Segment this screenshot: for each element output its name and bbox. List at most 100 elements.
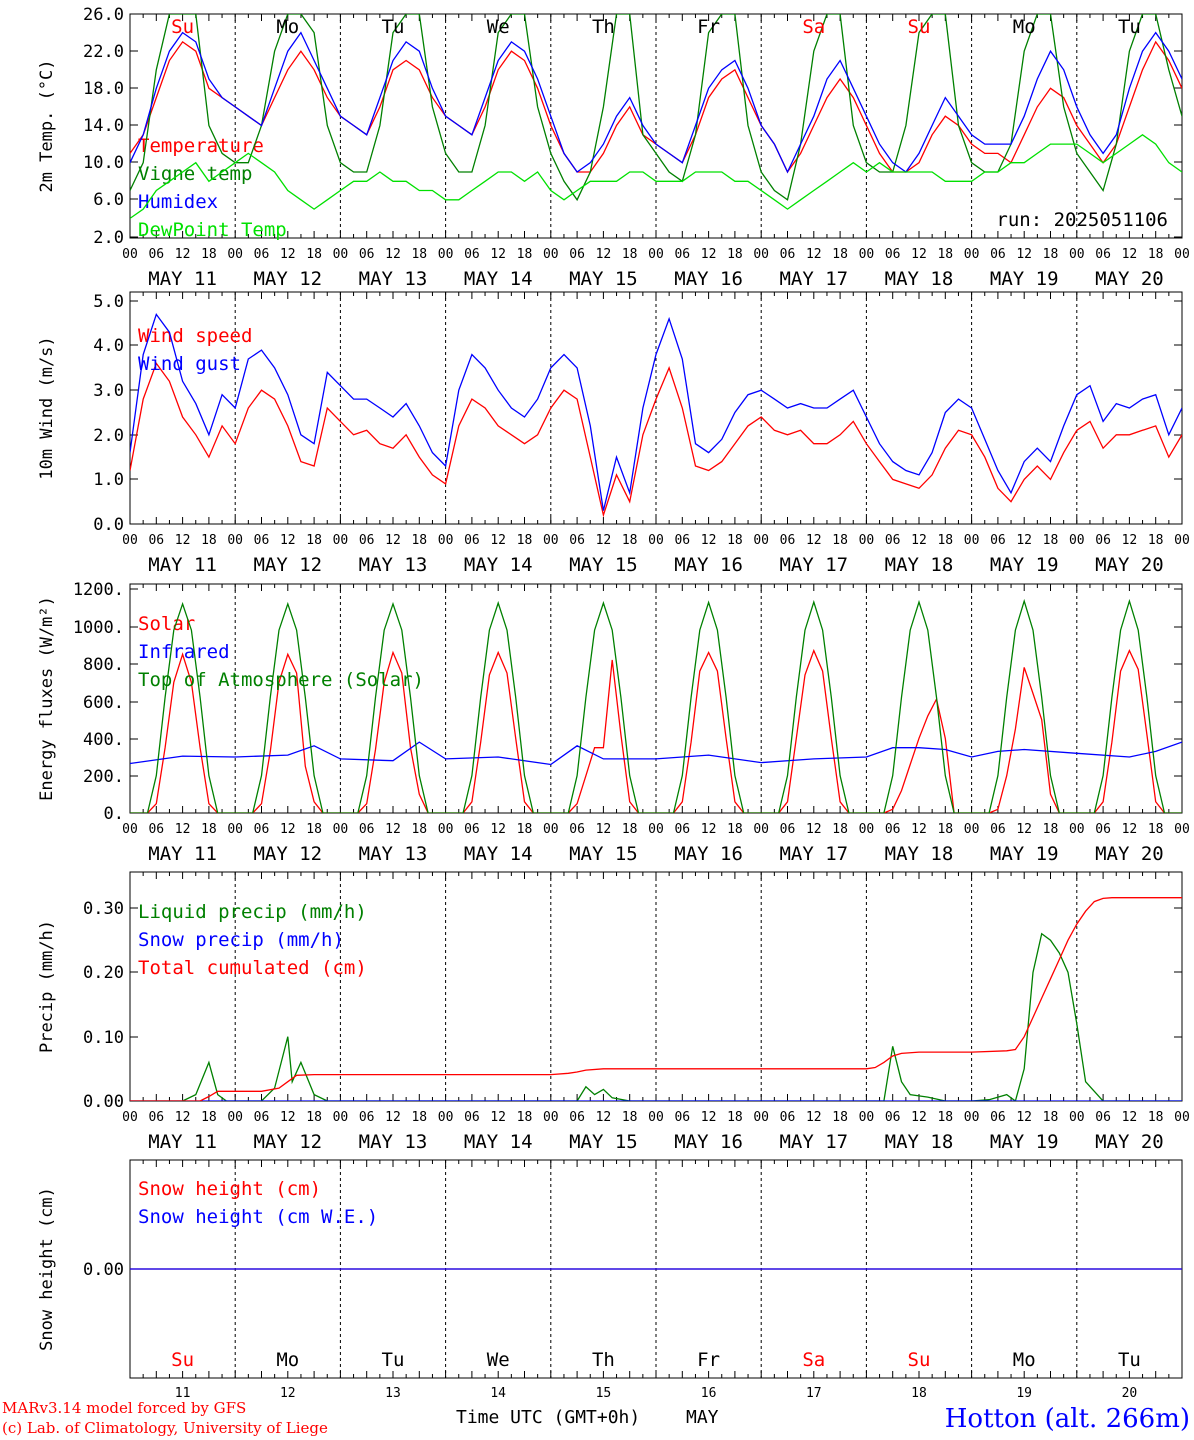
y-tick-label: 10.0 bbox=[83, 153, 124, 173]
y-tick-label: 2.0 bbox=[93, 426, 124, 446]
x-hour-label: 00 bbox=[859, 822, 875, 837]
x-date-label: MAY 11 bbox=[148, 1131, 217, 1153]
x-hour-label: 00 bbox=[859, 1110, 875, 1125]
legend-entry: Snow precip (mm/h) bbox=[138, 929, 344, 951]
x-date-label: MAY 12 bbox=[253, 843, 322, 865]
x-hour-label: 12 bbox=[175, 533, 191, 548]
panel-2: 5.0 4.0 3.0 2.0 1.0 0.0 10m Wind (m/s) 00 06 12 18… bbox=[37, 291, 1190, 576]
x-hour-label: 06 bbox=[254, 247, 270, 262]
legend-entry: Top of Atmosphere (Solar) bbox=[138, 669, 424, 691]
x-date-label: MAY 15 bbox=[569, 268, 638, 290]
station-name: Hotton (alt. 266m) bbox=[945, 1404, 1190, 1434]
x-hour-label: 00 bbox=[438, 533, 454, 548]
y-axis-label: Precip (mm/h) bbox=[37, 920, 57, 1053]
x-date-label: MAY 19 bbox=[990, 843, 1059, 865]
weekday-label: Mo bbox=[276, 16, 299, 38]
x-hour-label: 00 bbox=[1174, 822, 1190, 837]
x-date-label: MAY 11 bbox=[148, 268, 217, 290]
x-hour-label: 06 bbox=[1095, 1110, 1111, 1125]
x-hour-label: 00 bbox=[1174, 247, 1190, 262]
weekday-label: Tu bbox=[1118, 16, 1141, 38]
x-hour-label: 18 bbox=[937, 822, 953, 837]
x-axis-label: Time UTC (GMT+0h) bbox=[456, 1407, 640, 1428]
legend-entry: Temperature bbox=[138, 135, 264, 157]
x-date-label: MAY 11 bbox=[148, 843, 217, 865]
day-number-label: 19 bbox=[1016, 1386, 1032, 1401]
y-tick-label: 400. bbox=[83, 730, 124, 750]
x-hour-label: 00 bbox=[753, 1110, 769, 1125]
x-hour-label: 18 bbox=[1043, 247, 1059, 262]
x-date-label: MAY 18 bbox=[885, 843, 954, 865]
x-hour-label: 00 bbox=[648, 247, 664, 262]
x-hour-label: 06 bbox=[359, 1110, 375, 1125]
x-hour-label: 06 bbox=[1095, 533, 1111, 548]
x-hour-label: 12 bbox=[1016, 1110, 1032, 1125]
x-hour-label: 18 bbox=[306, 247, 322, 262]
panel-5: 0.00 Snow height (cm) Snow height (cm) Snow… bbox=[37, 1159, 1183, 1401]
x-date-label: MAY 18 bbox=[885, 554, 954, 576]
legend-entry: Humidex bbox=[138, 191, 218, 213]
x-hour-label: 18 bbox=[411, 1110, 427, 1125]
x-hour-label: 12 bbox=[1122, 822, 1138, 837]
x-hour-label: 12 bbox=[1122, 533, 1138, 548]
run-label: run: 2025051106 bbox=[996, 209, 1168, 231]
x-hour-label: 18 bbox=[1148, 822, 1164, 837]
legend-entry: Snow height (cm W.E.) bbox=[138, 1206, 378, 1228]
x-hour-label: 18 bbox=[727, 533, 743, 548]
x-date-label: MAY 17 bbox=[779, 554, 848, 576]
legend-entry: Vigne temp bbox=[138, 163, 252, 185]
x-hour-label: 18 bbox=[937, 247, 953, 262]
legend-entry: Wind gust bbox=[138, 353, 241, 375]
x-hour-label: 06 bbox=[1095, 247, 1111, 262]
x-hour-label: 00 bbox=[438, 822, 454, 837]
meteogram-footer: MARv3.14 model forced by GFS (c) Lab. of… bbox=[2, 1399, 1190, 1437]
x-hour-label: 00 bbox=[227, 822, 243, 837]
day-number-label: 16 bbox=[701, 1386, 717, 1401]
x-hour-label: 18 bbox=[937, 533, 953, 548]
day-number-label: 17 bbox=[806, 1386, 822, 1401]
x-hour-label: 18 bbox=[727, 822, 743, 837]
x-hour-label: 06 bbox=[359, 822, 375, 837]
weekday-label: Mo bbox=[1013, 16, 1036, 38]
x-hour-label: 06 bbox=[885, 533, 901, 548]
weekday-label: Tu bbox=[1118, 1349, 1141, 1371]
legend-entry: Liquid precip (mm/h) bbox=[138, 901, 367, 923]
x-hour-label: 18 bbox=[517, 822, 533, 837]
x-hour-label: 18 bbox=[1043, 533, 1059, 548]
y-tick-label: 1200. bbox=[73, 580, 124, 600]
x-hour-label: 18 bbox=[622, 1110, 638, 1125]
x-hour-label: 12 bbox=[175, 247, 191, 262]
weekday-label: Mo bbox=[276, 1349, 299, 1371]
y-tick-label: 200. bbox=[83, 767, 124, 787]
x-date-label: MAY 13 bbox=[359, 268, 428, 290]
x-hour-label: 06 bbox=[674, 533, 690, 548]
weekday-label: Fr bbox=[697, 1349, 720, 1371]
x-hour-label: 06 bbox=[464, 822, 480, 837]
y-tick-label: 26.0 bbox=[83, 5, 124, 25]
y-tick-label: 18.0 bbox=[83, 79, 124, 99]
x-hour-label: 00 bbox=[964, 1110, 980, 1125]
x-hour-label: 18 bbox=[201, 247, 217, 262]
x-hour-label: 12 bbox=[490, 1110, 506, 1125]
x-hour-label: 00 bbox=[227, 247, 243, 262]
x-hour-label: 00 bbox=[333, 247, 349, 262]
x-hour-label: 18 bbox=[727, 247, 743, 262]
x-hour-label: 06 bbox=[254, 533, 270, 548]
weekday-label: Fr bbox=[697, 16, 720, 38]
weekday-label: Sa bbox=[802, 16, 825, 38]
x-hour-label: 12 bbox=[1016, 822, 1032, 837]
x-hour-label: 00 bbox=[438, 1110, 454, 1125]
x-hour-label: 06 bbox=[148, 247, 164, 262]
legend-entry: Solar bbox=[138, 613, 195, 635]
y-tick-label: 3.0 bbox=[93, 381, 124, 401]
x-hour-label: 12 bbox=[490, 533, 506, 548]
x-hour-label: 18 bbox=[622, 533, 638, 548]
x-hour-label: 00 bbox=[438, 247, 454, 262]
x-hour-label: 00 bbox=[648, 533, 664, 548]
day-number-label: 13 bbox=[385, 1386, 401, 1401]
day-number-label: 20 bbox=[1122, 1386, 1138, 1401]
x-hour-label: 12 bbox=[385, 1110, 401, 1125]
x-hour-label: 18 bbox=[727, 1110, 743, 1125]
x-hour-label: 12 bbox=[806, 533, 822, 548]
x-hour-label: 00 bbox=[1069, 247, 1085, 262]
